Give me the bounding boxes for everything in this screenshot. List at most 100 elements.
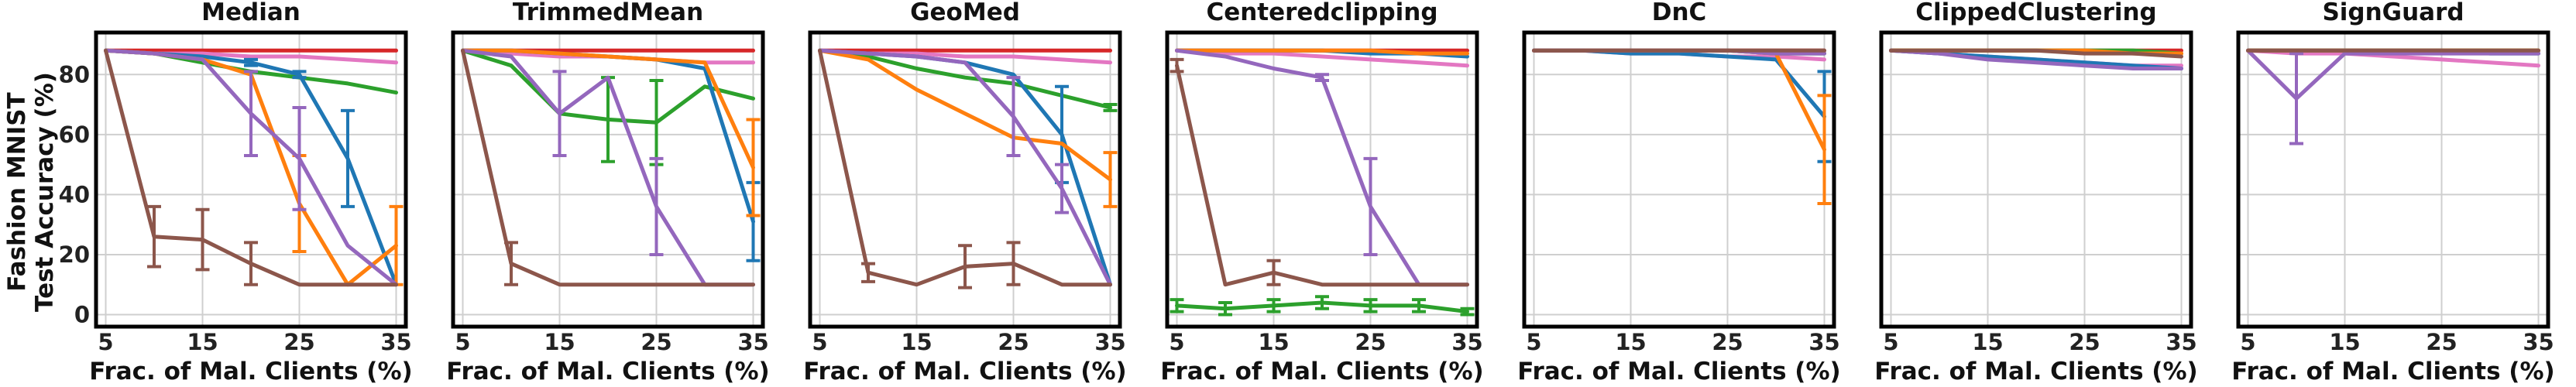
panel-5: ClippedClustering 5 15 25 35 Frac. of Mal. Cl… <box>1874 0 2197 385</box>
x-tick-label-1: 15 <box>901 329 932 355</box>
error-bar-brown-2 <box>195 207 210 272</box>
x-tick-label-2: 25 <box>998 329 1029 355</box>
series-brown <box>104 48 398 287</box>
series-line-purple <box>1889 48 2183 70</box>
error-bar-purple-4 <box>1363 156 1378 256</box>
x-tick-label-3: 35 <box>2166 329 2196 355</box>
y-tick-label-3: 60 <box>59 122 90 148</box>
series-line-orange <box>1175 48 1469 56</box>
panel-frame <box>94 30 408 329</box>
panel-background <box>2238 33 2548 327</box>
error-bar-green-5 <box>1412 298 1426 313</box>
panel-title: GeoMed <box>910 0 1020 26</box>
x-tick-label-3: 35 <box>1451 329 1482 355</box>
x-tick-label-0: 5 <box>1169 329 1184 355</box>
x-axis-label: Frac. of Mal. Clients (%) <box>1517 358 1840 385</box>
error-bar-brown-1 <box>504 241 518 286</box>
x-tick-label-0: 5 <box>98 329 113 355</box>
panel-frame <box>1522 30 1836 329</box>
panel-title: SignGuard <box>2322 0 2464 26</box>
x-tick-label-3: 35 <box>2523 329 2554 355</box>
series-brown <box>1170 57 1469 287</box>
error-bar-purple-4 <box>1006 76 1021 157</box>
error-bar-green-3 <box>1315 295 1329 310</box>
x-tick-label-1: 15 <box>1258 329 1289 355</box>
error-bar-green-4 <box>1363 298 1378 313</box>
panel-6: SignGuard 5 15 25 35 Frac. of Mal. Clients (%… <box>2231 0 2554 385</box>
series-line-orange <box>818 48 1112 182</box>
panel-title: Median <box>201 0 301 26</box>
error-bar-brown-1 <box>147 204 161 269</box>
error-bar-purple-5 <box>1055 163 1069 214</box>
series-line-brown <box>1889 48 2183 59</box>
x-tick-label-0: 5 <box>812 329 827 355</box>
series-line-orange <box>461 48 755 170</box>
y-tick-label-1: 20 <box>59 241 90 268</box>
error-bar-green-0 <box>1170 298 1184 313</box>
panel-2: GeoMed 5 15 25 35 Frac. of Mal. Clients (%) <box>803 0 1126 385</box>
x-tick-label-3: 35 <box>1094 329 1125 355</box>
error-bar-purple-3 <box>244 70 258 157</box>
error-bar-purple-3 <box>1315 73 1329 83</box>
x-axis-label: Frac. of Mal. Clients (%) <box>89 358 412 385</box>
x-tick-label-2: 25 <box>1712 329 1743 355</box>
series-line-pink <box>1175 48 1469 68</box>
x-tick-label-0: 5 <box>1883 329 1898 355</box>
y-tick-label-2: 40 <box>59 181 90 207</box>
x-tick-label-3: 35 <box>380 329 411 355</box>
panel-1: TrimmedMean 5 15 25 35 Frac. of Mal. Clients … <box>446 0 769 385</box>
panel-title: Centeredclipping <box>1206 0 1437 26</box>
panel-title: ClippedClustering <box>1915 0 2157 26</box>
x-axis-label: Frac. of Mal. Clients (%) <box>2231 358 2554 385</box>
x-tick-label-3: 35 <box>737 329 768 355</box>
y-axis-label-line-2: Test Accuracy (%) <box>31 72 59 312</box>
x-tick-label-2: 25 <box>641 329 671 355</box>
error-bar-brown-4 <box>1006 241 1021 286</box>
x-tick-label-2: 25 <box>2069 329 2100 355</box>
error-bar-orange-6 <box>1103 151 1118 208</box>
series-orange <box>461 48 761 217</box>
series-orange <box>818 48 1118 208</box>
x-axis-label: Frac. of Mal. Clients (%) <box>1160 358 1483 385</box>
x-tick-label-3: 35 <box>1808 329 1839 355</box>
error-bar-green-6 <box>1103 103 1118 112</box>
error-bar-orange-6 <box>1817 94 1832 206</box>
error-bar-brown-0 <box>1170 57 1184 74</box>
x-tick-label-2: 25 <box>2426 329 2457 355</box>
series-purple <box>1889 48 2183 70</box>
error-bar-brown-3 <box>958 244 972 289</box>
panel-frame <box>808 30 1122 329</box>
panel-0: Median 5 15 25 35 Frac. of Mal. Clients (%) 0 2… <box>59 0 413 385</box>
error-bar-brown-2 <box>1266 259 1281 286</box>
series-purple <box>2246 48 2540 146</box>
series-brown <box>1889 48 2183 59</box>
error-bar-blue-5 <box>341 108 355 208</box>
panel-frame <box>2236 30 2550 329</box>
x-tick-label-1: 15 <box>1615 329 1646 355</box>
y-axis-label: Fashion MNIST Test Accuracy (%) <box>3 72 59 312</box>
x-tick-label-0: 5 <box>2240 329 2255 355</box>
error-bar-brown-1 <box>861 262 875 283</box>
panel-title: DnC <box>1652 0 1707 26</box>
x-axis-label: Frac. of Mal. Clients (%) <box>1874 358 2197 385</box>
y-tick-label-0: 0 <box>74 301 90 327</box>
panel-title: TrimmedMean <box>513 0 703 26</box>
series-purple <box>104 48 398 287</box>
panel-frame <box>1879 30 2193 329</box>
error-bar-orange-6 <box>746 118 761 217</box>
series-line-brown <box>1175 63 1469 287</box>
error-bar-green-6 <box>1460 307 1475 317</box>
error-bar-purple-1 <box>2289 52 2303 146</box>
x-tick-label-2: 25 <box>1355 329 1386 355</box>
error-bar-brown-3 <box>244 241 258 286</box>
error-bar-green-1 <box>1218 300 1232 317</box>
x-axis-label: Frac. of Mal. Clients (%) <box>803 358 1126 385</box>
panel-frame <box>451 30 765 329</box>
series-green <box>461 48 755 166</box>
error-bar-blue-3 <box>244 57 258 67</box>
panel-background <box>1881 33 2191 327</box>
x-tick-label-0: 5 <box>1526 329 1541 355</box>
x-tick-label-1: 15 <box>187 329 218 355</box>
series-pink <box>1175 48 1469 68</box>
panel-4: DnC 5 15 25 35 Frac. of Mal. Clients (%) <box>1517 0 1840 385</box>
